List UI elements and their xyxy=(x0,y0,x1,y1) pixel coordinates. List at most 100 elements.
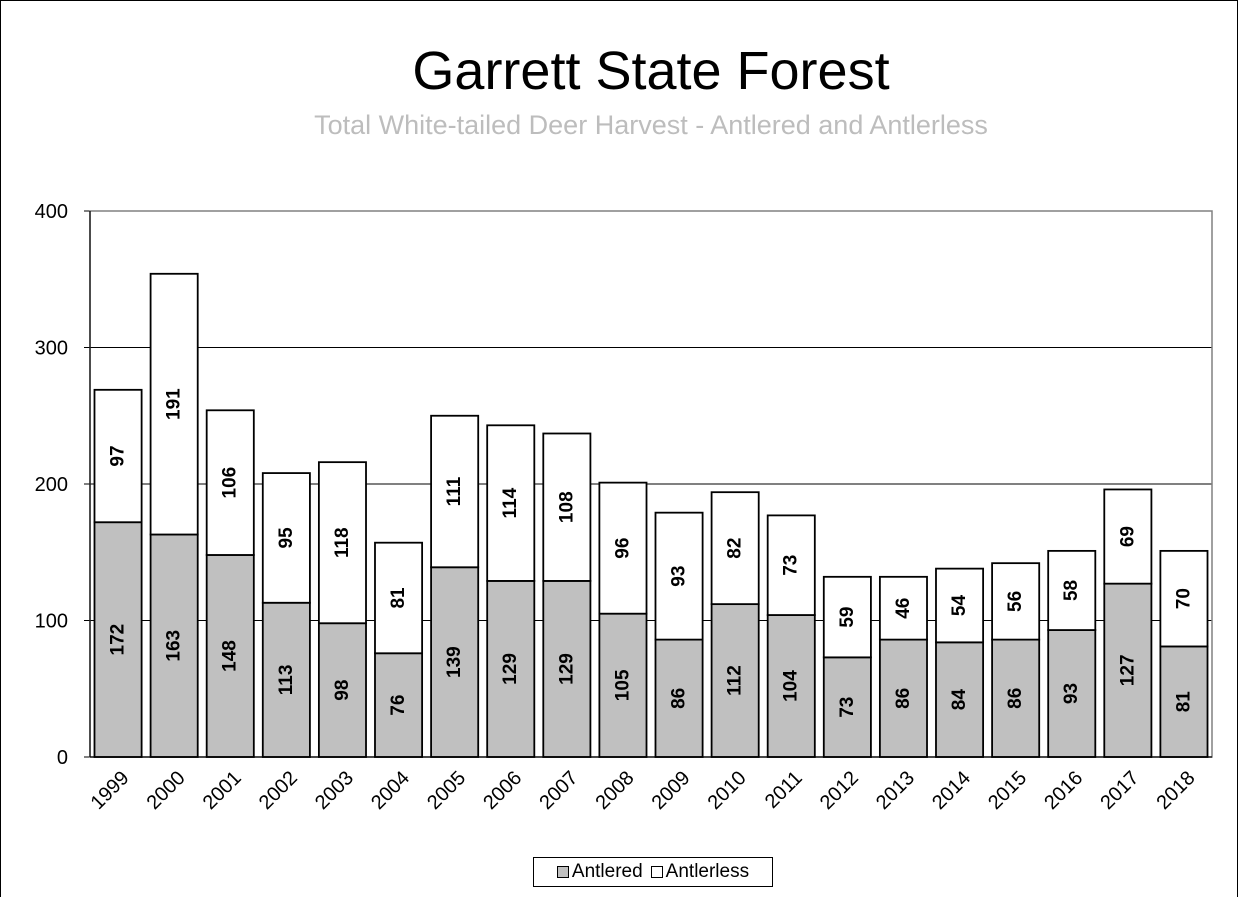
data-label-antlered-2005: 139 xyxy=(444,646,465,678)
bar-antlered-2005 xyxy=(430,566,480,758)
x-tick-label: 2002 xyxy=(255,767,302,814)
bar-antlerless-2002 xyxy=(261,472,311,604)
x-tick-label: 2007 xyxy=(535,767,582,814)
bar-antlered-2013 xyxy=(878,638,928,758)
x-tick-label: 2015 xyxy=(984,767,1031,814)
data-label-antlered-2015: 86 xyxy=(1005,688,1026,709)
data-label-antlerless-2009: 93 xyxy=(669,566,690,587)
y-tick-label: 300 xyxy=(35,338,68,360)
x-tick-label: 2001 xyxy=(199,767,246,814)
data-label-antlerless-2014: 54 xyxy=(949,594,970,616)
data-label-antlered-2003: 98 xyxy=(332,680,353,701)
data-label-antlerless-2018: 70 xyxy=(1173,588,1194,609)
chart-title: Garrett State Forest xyxy=(412,41,890,101)
data-label-antlered-2002: 113 xyxy=(276,665,297,696)
data-label-antlerless-2000: 191 xyxy=(164,388,185,420)
bar-antlerless-2014 xyxy=(935,567,985,644)
x-tick-label: 2003 xyxy=(311,767,358,814)
data-label-antlerless-2017: 69 xyxy=(1117,526,1138,547)
bar-antlerless-2010 xyxy=(710,491,760,606)
bar-antlerless-2016 xyxy=(1047,549,1097,631)
bar-antlered-2000 xyxy=(149,533,199,758)
data-label-antlered-2006: 129 xyxy=(500,653,521,685)
data-label-antlered-2009: 86 xyxy=(669,688,690,709)
bar-antlerless-2003 xyxy=(317,461,367,625)
y-tick-label: 100 xyxy=(35,611,68,633)
data-label-antlered-2013: 86 xyxy=(893,688,914,709)
data-label-antlered-2001: 148 xyxy=(220,640,241,672)
data-label-antlerless-1999: 97 xyxy=(108,445,129,466)
x-tick-label: 2012 xyxy=(816,767,863,814)
data-label-antlerless-2001: 106 xyxy=(220,467,241,499)
data-label-antlerless-2002: 95 xyxy=(276,527,297,549)
chart-subtitle: Total White-tailed Deer Harvest - Antler… xyxy=(314,110,988,140)
bar-antlerless-2005 xyxy=(430,414,480,569)
bar-antlerless-2007 xyxy=(542,432,592,582)
x-tick-label: 2018 xyxy=(1152,767,1199,814)
bar-antlered-1999 xyxy=(93,521,143,758)
data-label-antlered-2014: 84 xyxy=(949,689,970,711)
bar-antlerless-2012 xyxy=(822,575,872,659)
bar-antlerless-2000 xyxy=(149,272,199,536)
data-label-antlered-2018: 81 xyxy=(1173,691,1194,713)
data-label-antlerless-2013: 46 xyxy=(893,598,914,619)
x-tick-label: 2000 xyxy=(143,767,190,814)
bar-antlerless-2004 xyxy=(374,541,424,655)
x-tick-label: 2008 xyxy=(591,767,638,814)
bar-antlered-2017 xyxy=(1103,582,1153,758)
legend-swatch-antlered xyxy=(556,866,569,878)
bar-antlerless-1999 xyxy=(93,388,143,524)
data-label-antlerless-2004: 81 xyxy=(388,587,409,609)
bar-antlerless-2001 xyxy=(205,409,255,556)
bar-antlerless-2017 xyxy=(1103,488,1153,585)
x-tick-label: 2006 xyxy=(479,767,526,814)
data-label-antlered-2007: 129 xyxy=(556,653,577,685)
x-tick-label: 2010 xyxy=(704,767,751,814)
bar-antlered-2018 xyxy=(1159,645,1209,758)
bar-antlered-2003 xyxy=(317,622,367,758)
legend-label-antlered: Antlered xyxy=(571,861,643,882)
data-label-antlered-1999: 172 xyxy=(108,624,129,656)
x-tick-label: 2011 xyxy=(761,767,807,813)
bar-antlerless-2006 xyxy=(486,424,536,582)
data-label-antlerless-2010: 82 xyxy=(725,538,746,559)
bar-antlerless-2009 xyxy=(654,511,704,641)
data-label-antlerless-2006: 114 xyxy=(500,487,521,518)
legend-label-antlerless: Antlerless xyxy=(665,861,750,882)
bar-antlerless-2018 xyxy=(1159,549,1209,648)
bar-antlered-2007 xyxy=(542,580,592,758)
bar-antlered-2009 xyxy=(654,638,704,758)
data-label-antlerless-2008: 96 xyxy=(612,538,633,559)
data-label-antlerless-2005: 111 xyxy=(444,476,465,506)
data-label-antlerless-2007: 108 xyxy=(556,491,577,523)
x-tick-label: 2005 xyxy=(423,767,470,814)
y-tick-label: 400 xyxy=(35,201,68,223)
data-label-antlerless-2016: 58 xyxy=(1061,580,1082,601)
legend-swatch-antlerless xyxy=(650,866,663,878)
bar-antlerless-2008 xyxy=(598,481,648,615)
y-tick-label: 0 xyxy=(57,747,68,769)
data-label-antlered-2016: 93 xyxy=(1061,683,1082,704)
data-label-antlerless-2012: 59 xyxy=(837,607,858,628)
data-label-antlered-2000: 163 xyxy=(164,630,185,662)
x-tick-label: 2014 xyxy=(928,767,975,814)
data-label-antlerless-2003: 118 xyxy=(332,527,353,558)
data-label-antlered-2011: 104 xyxy=(781,670,802,702)
x-tick-label: 2017 xyxy=(1096,767,1143,814)
data-label-antlered-2010: 112 xyxy=(725,665,746,696)
bar-antlered-2012 xyxy=(822,656,872,758)
legend-item-antlered: Antlered xyxy=(556,861,643,883)
legend-item-antlerless: Antlerless xyxy=(650,861,750,883)
legend: Antlered Antlerless xyxy=(533,857,773,887)
data-label-antlered-2008: 105 xyxy=(612,669,633,701)
data-label-antlerless-2015: 56 xyxy=(1005,591,1026,612)
bar-antlerless-2013 xyxy=(878,575,928,641)
data-label-antlered-2012: 73 xyxy=(837,697,858,718)
bar-antlered-2015 xyxy=(991,638,1041,758)
x-tick-label: 2004 xyxy=(367,767,414,814)
y-tick-label: 200 xyxy=(35,474,68,496)
x-tick-label: 2013 xyxy=(872,767,919,814)
data-label-antlered-2017: 127 xyxy=(1117,654,1138,686)
bar-antlered-2008 xyxy=(598,612,648,758)
